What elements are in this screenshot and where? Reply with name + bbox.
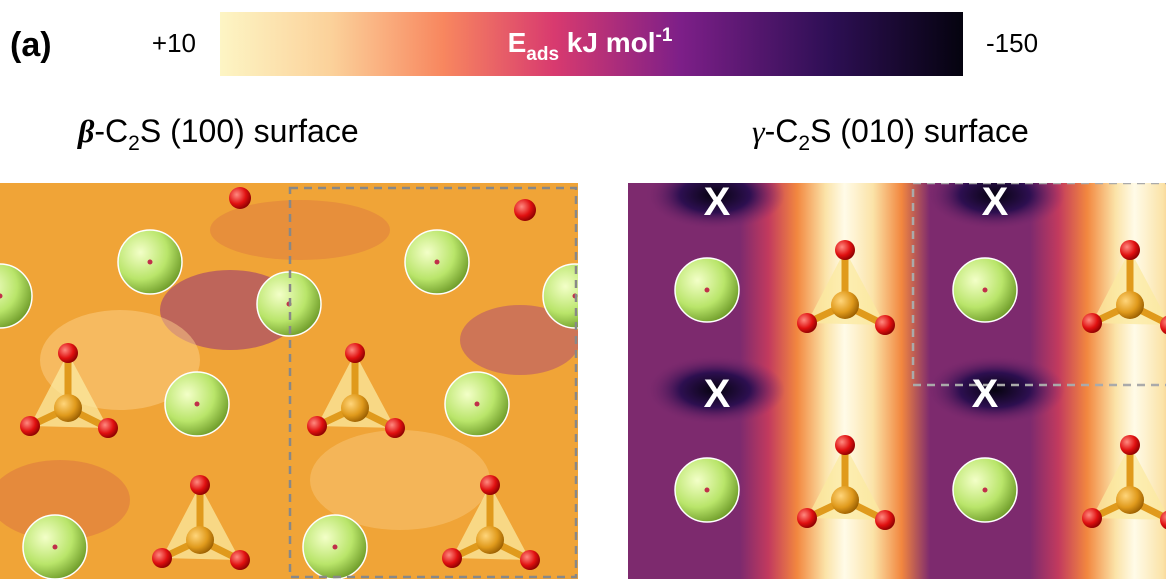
formula-sub: 2 — [128, 132, 140, 155]
formula: -C — [94, 113, 128, 149]
site-marker: X — [704, 180, 731, 224]
colorbar-title: Eads kJ mol-1 — [508, 25, 673, 65]
colorbar-left-label: +10 — [152, 28, 196, 58]
formula: -C — [765, 113, 799, 149]
left-map — [0, 183, 578, 579]
site-marker: X — [982, 180, 1009, 224]
greek: γ — [752, 113, 766, 149]
symbol: E — [508, 27, 527, 58]
site-marker: X — [972, 372, 999, 416]
formula: S (010) surface — [810, 113, 1029, 149]
formula-sub: 2 — [798, 132, 810, 155]
site-marker: X — [704, 372, 731, 416]
panel-label: (a) — [10, 26, 52, 64]
right-map: X X X X — [628, 180, 1166, 579]
panel-title: β-C2S (100) surface — [77, 113, 359, 155]
greek: β — [77, 113, 95, 149]
colorbar — [220, 12, 963, 76]
symbol-sub: ads — [526, 44, 559, 65]
unit-sup: -1 — [656, 25, 673, 46]
unit: kJ mol — [559, 27, 655, 58]
panel-title: γ-C2S (010) surface — [752, 113, 1029, 155]
colorbar-right-label: -150 — [986, 28, 1038, 58]
formula: S (100) surface — [140, 113, 359, 149]
